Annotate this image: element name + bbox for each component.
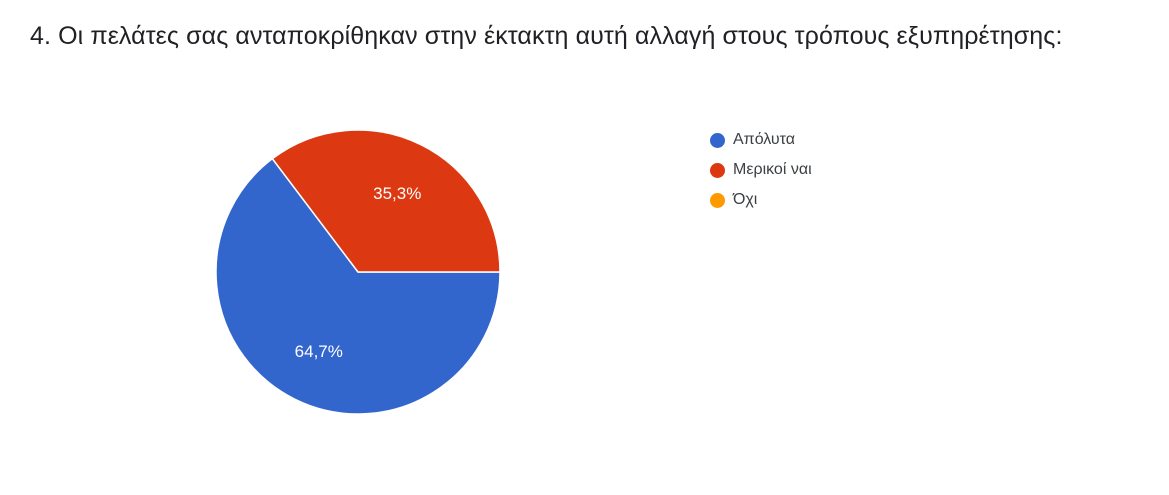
pie-slice-0 (215, 157, 501, 415)
pie-slice-label-1: 35,3% (373, 184, 421, 203)
question-title: 4. Οι πελάτες σας ανταποκρίθηκαν στην έκ… (30, 22, 1063, 50)
legend-swatch (710, 192, 725, 208)
legend-item[interactable]: Απόλυτα (710, 128, 812, 152)
legend-swatch (710, 132, 725, 148)
legend-label: Όχι (733, 191, 758, 208)
pie-labels: 64,7% 35,3% (295, 184, 422, 361)
legend-item[interactable]: Μερικοί ναι (710, 158, 812, 182)
pie-slice-1 (271, 129, 501, 273)
legend-label: Μερικοί ναι (733, 161, 812, 178)
pie-slice-label-0: 64,7% (295, 342, 343, 361)
chart-legend: Απόλυτα Μερικοί ναι Όχι (710, 128, 812, 218)
pie-slices (215, 129, 501, 415)
legend-swatch (710, 162, 725, 178)
legend-label: Απόλυτα (733, 131, 796, 148)
legend-item[interactable]: Όχι (710, 188, 812, 212)
